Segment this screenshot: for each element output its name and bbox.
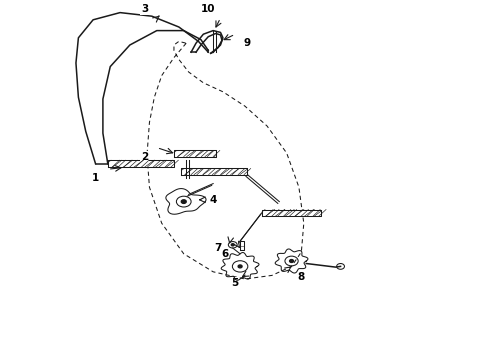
Text: 7: 7 [214,243,222,253]
Circle shape [290,260,294,262]
Polygon shape [108,160,174,167]
Text: 5: 5 [232,278,239,288]
Circle shape [231,244,234,246]
Text: 4: 4 [209,195,217,205]
Circle shape [181,200,186,203]
Text: 10: 10 [201,4,216,14]
Text: 3: 3 [141,4,148,14]
Text: 6: 6 [222,249,229,259]
Polygon shape [262,210,321,216]
Text: 1: 1 [92,173,99,183]
Polygon shape [181,168,247,175]
Polygon shape [174,150,216,157]
Text: 8: 8 [298,272,305,282]
Text: 9: 9 [244,38,251,48]
Circle shape [238,265,242,268]
Text: 2: 2 [141,152,148,162]
